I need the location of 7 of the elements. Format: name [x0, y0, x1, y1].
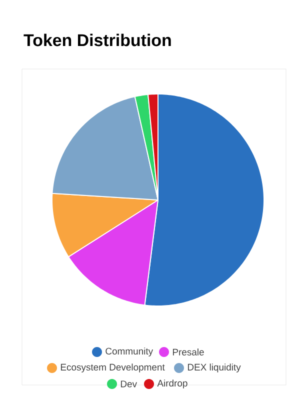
legend-label: Airdrop	[157, 380, 188, 388]
chart-title: Token Distribution	[24, 34, 171, 46]
legend-label: Ecosystem Development	[60, 364, 165, 372]
legend-label: DEX liquidity	[188, 364, 241, 372]
legend-label: Community	[106, 348, 154, 356]
legend-label: Dev	[120, 380, 137, 388]
legend-label: Presale	[172, 348, 204, 356]
